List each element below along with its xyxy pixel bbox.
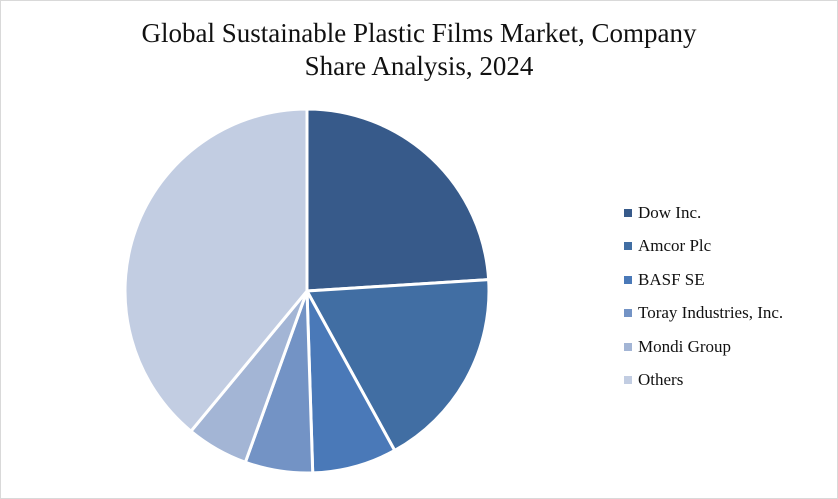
legend-item-1: Amcor Plc (624, 230, 783, 264)
legend-item-0: Dow Inc. (624, 196, 783, 230)
legend-item-3: Toray Industries, Inc. (624, 297, 783, 331)
pie-slice-5 (123, 107, 309, 433)
legend-swatch-5 (624, 376, 632, 385)
legend-swatch-2 (624, 275, 632, 284)
legend-label-2: BASF SE (638, 269, 705, 289)
legend-label-1: Amcor Plc (638, 236, 712, 256)
pie-slice-1 (305, 278, 491, 452)
legend-swatch-1 (624, 242, 632, 251)
legend-item-2: BASF SE (624, 263, 783, 297)
legend-item-5: Others (624, 364, 783, 398)
legend-swatch-0 (624, 208, 632, 217)
legend-swatch-4 (624, 342, 632, 351)
legend-label-5: Others (638, 370, 684, 390)
pie-slice-0 (305, 107, 491, 293)
legend-item-4: Mondi Group (624, 330, 783, 364)
legend-label-4: Mondi Group (638, 336, 732, 356)
chart-title-line-1: Global Sustainable Plastic Films Market,… (141, 18, 697, 48)
legend-label-3: Toray Industries, Inc. (638, 303, 784, 323)
legend-swatch-3 (624, 309, 632, 318)
legend-label-0: Dow Inc. (638, 202, 702, 222)
legend: Dow Inc. Amcor Plc BASF SE Toray Industries… (624, 196, 783, 397)
chart-title-line-2: Share Analysis, 2024 (304, 51, 534, 81)
chart-title: Global Sustainable Plastic Films Market,… (0, 17, 838, 83)
